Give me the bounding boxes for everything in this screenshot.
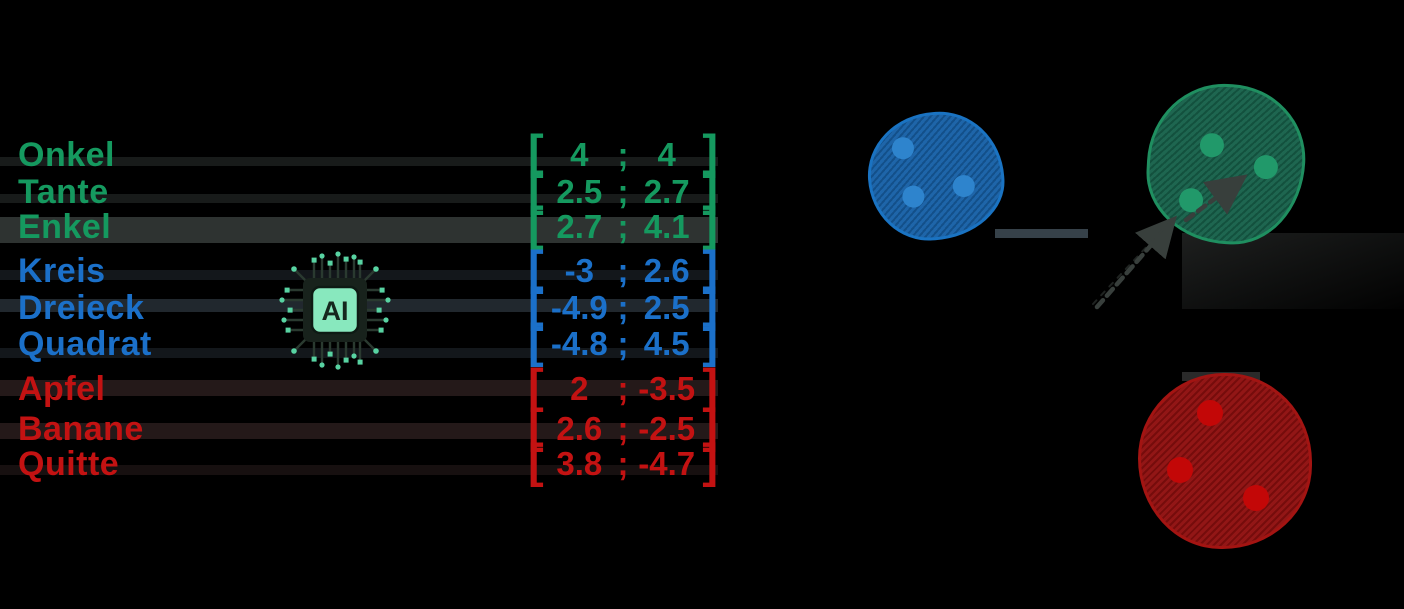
bracket-open: [ <box>528 314 544 367</box>
vector-y: 4.1 <box>643 208 690 245</box>
artifact-bar <box>995 229 1088 238</box>
word-kreis: Kreis <box>18 252 106 290</box>
chip-label: AI <box>322 296 349 326</box>
row-strip <box>0 217 718 243</box>
artifact-shadow <box>1182 233 1404 309</box>
vector-x: 2.6 <box>556 410 603 447</box>
word-quitte: Quitte <box>18 445 120 483</box>
row-strip <box>0 423 718 439</box>
row-strip <box>0 465 718 475</box>
bracket-close: ] <box>702 434 718 487</box>
word-onkel: Onkel <box>18 136 115 174</box>
vector-separator: ; <box>617 289 629 326</box>
dashed-arrow <box>1092 174 1248 310</box>
blue-cluster-dot <box>901 184 926 209</box>
vector-y: -3.5 <box>638 370 696 407</box>
bracket-open: [ <box>528 162 544 215</box>
vector-x: -3 <box>564 252 594 289</box>
bracket-close: ] <box>702 359 718 412</box>
vector-separator: ; <box>617 252 629 289</box>
chip-core <box>310 285 360 335</box>
word-tante: Tante <box>18 173 109 211</box>
vector-onkel: [4; 4] <box>528 125 718 178</box>
vector-quitte: [3.8; -4.7] <box>528 434 718 487</box>
vector-y: 4.5 <box>643 325 690 362</box>
row-strip <box>0 157 718 166</box>
bracket-close: ] <box>702 125 718 178</box>
bracket-close: ] <box>702 399 718 452</box>
vector-y: 2.6 <box>643 252 690 289</box>
red-cluster-dot <box>1243 485 1269 511</box>
vector-apfel: [2; -3.5] <box>528 359 718 412</box>
vector-separator: ; <box>617 208 629 245</box>
vector-enkel: [2.7; 4.1] <box>528 197 718 250</box>
vector-x: 2.7 <box>556 208 603 245</box>
bracket-open: [ <box>528 359 544 412</box>
bracket-close: ] <box>702 197 718 250</box>
vector-separator: ; <box>617 370 629 407</box>
vector-y: 2.7 <box>643 173 690 210</box>
blue-cluster-dot <box>952 174 976 198</box>
vector-y: -2.5 <box>638 410 696 447</box>
bracket-open: [ <box>528 399 544 452</box>
bracket-close: ] <box>702 314 718 367</box>
row-strip <box>0 380 718 396</box>
bracket-open: [ <box>528 241 544 294</box>
word-enkel: Enkel <box>18 208 112 246</box>
word-banane: Banane <box>18 410 144 448</box>
vector-x: -4.9 <box>550 289 608 326</box>
red-cluster-dot <box>1197 400 1223 426</box>
red-cluster-dot <box>1167 457 1193 483</box>
word-dreieck: Dreieck <box>18 289 145 327</box>
vector-x: 4 <box>570 136 589 173</box>
bracket-open: [ <box>528 278 544 331</box>
blue-cluster-blob <box>863 107 1009 245</box>
red-cluster-blob <box>1138 373 1312 549</box>
vector-tante: [2.5; 2.7] <box>528 162 718 215</box>
bracket-close: ] <box>702 162 718 215</box>
bracket-close: ] <box>702 241 718 294</box>
vector-x: 2.5 <box>556 173 603 210</box>
vector-y: 4 <box>657 136 676 173</box>
vector-x: -4.8 <box>550 325 608 362</box>
ai-chip-icon: AI <box>279 251 391 370</box>
vector-separator: ; <box>617 136 629 173</box>
vector-quadrat: [-4.8; 4.5] <box>528 314 718 367</box>
vector-separator: ; <box>617 410 629 447</box>
vector-y: 2.5 <box>643 289 690 326</box>
row-strip <box>0 194 718 203</box>
word-apfel: Apfel <box>18 370 106 408</box>
bracket-close: ] <box>702 278 718 331</box>
blue-cluster-dot <box>891 136 915 160</box>
vector-separator: ; <box>617 325 629 362</box>
bracket-open: [ <box>528 125 544 178</box>
vector-y: -4.7 <box>638 445 696 482</box>
vector-separator: ; <box>617 173 629 210</box>
vector-kreis: [ -3; 2.6] <box>528 241 718 294</box>
vector-x: 3.8 <box>556 445 603 482</box>
word-quadrat: Quadrat <box>18 325 152 363</box>
vector-banane: [2.6; -2.5] <box>528 399 718 452</box>
vector-separator: ; <box>617 445 629 482</box>
bracket-open: [ <box>528 434 544 487</box>
bracket-open: [ <box>528 197 544 250</box>
vector-dreieck: [-4.9; 2.5] <box>528 278 718 331</box>
vector-x: 2 <box>570 370 589 407</box>
